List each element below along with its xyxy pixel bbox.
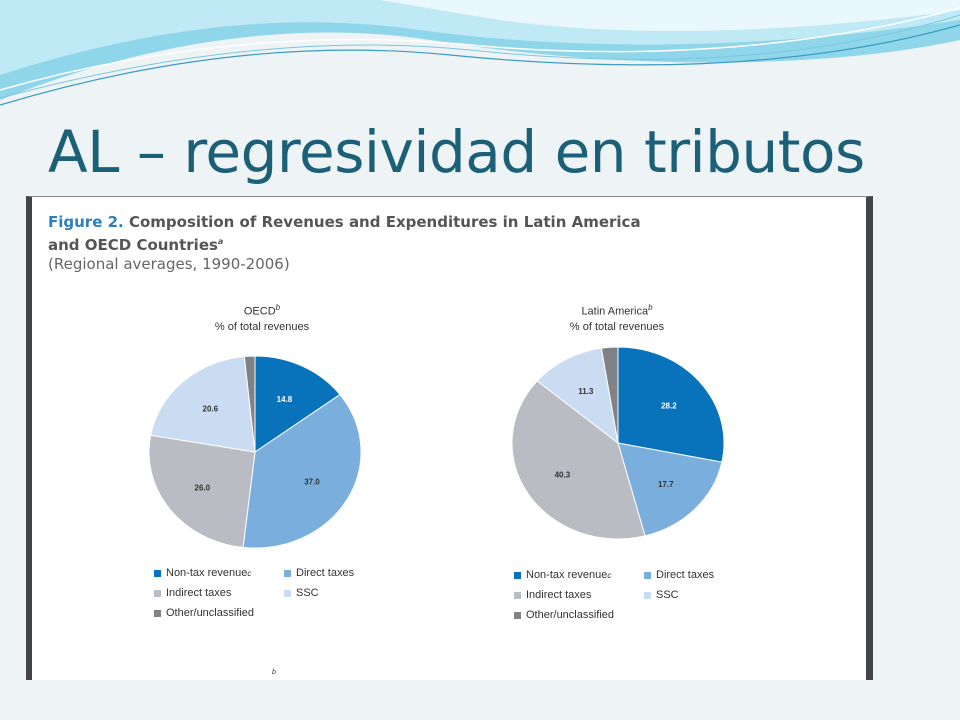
legend-label: Other/unclassified bbox=[166, 607, 255, 619]
legend-label: Indirect taxes bbox=[166, 587, 232, 599]
legend-label: Non-tax revenue bbox=[166, 567, 248, 579]
pie-slice-other-unclassified bbox=[600, 346, 619, 444]
pie-latam-title: Latin America bbox=[581, 305, 649, 318]
legend-item: Non-tax revenue c bbox=[514, 569, 611, 581]
figure-title: Composition of Revenues and Expenditures… bbox=[123, 213, 641, 231]
pie-slice-indirect-taxes bbox=[511, 380, 646, 540]
figure-title-line1: Figure 2. Composition of Revenues and Ex… bbox=[48, 213, 641, 232]
legend-swatch bbox=[644, 571, 651, 579]
pie-slice-ssc bbox=[150, 355, 256, 453]
legend-swatch bbox=[514, 571, 521, 579]
slice-data-label: 17.7 bbox=[658, 480, 674, 489]
pie-slice-direct-taxes bbox=[617, 442, 723, 537]
legend-item: SSC bbox=[644, 589, 679, 601]
legend-footnote: c bbox=[247, 568, 252, 578]
legend-item: Indirect taxes bbox=[514, 589, 591, 601]
slice-data-label: 11.3 bbox=[578, 387, 594, 396]
legend-swatch bbox=[154, 569, 161, 577]
pie-slice-other-unclassified bbox=[243, 355, 256, 453]
slice-data-label: 40.3 bbox=[555, 471, 571, 480]
slice-data-label: 37.0 bbox=[304, 478, 320, 487]
pie-latam-subtitle: % of total revenues bbox=[569, 320, 665, 333]
legend-label: Direct taxes bbox=[656, 569, 715, 581]
figure-title-footnote: a bbox=[217, 237, 224, 246]
figure-title-cont: and OECD Countries bbox=[48, 236, 218, 254]
legend-item: Direct taxes bbox=[284, 567, 354, 579]
slice-data-label: 20.6 bbox=[203, 404, 219, 413]
slice-data-label: 14.8 bbox=[277, 395, 293, 404]
figure-title-line2: and OECD Countriesa bbox=[48, 232, 641, 255]
pie-oecd-subtitle: % of total revenues bbox=[214, 320, 310, 333]
slide-title: AL – regresividad en tributos bbox=[48, 118, 865, 186]
legend-swatch bbox=[644, 591, 651, 599]
legend-swatch bbox=[514, 591, 521, 599]
figure-header: Figure 2. Composition of Revenues and Ex… bbox=[48, 213, 641, 274]
legend-label: Non-tax revenue bbox=[526, 569, 608, 581]
legend-swatch bbox=[154, 589, 161, 597]
pie-slice-direct-taxes bbox=[242, 393, 362, 549]
legend-label: Indirect taxes bbox=[526, 589, 592, 601]
legend-oecd: Non-tax revenue c Direct taxes Indirect tax… bbox=[154, 567, 394, 627]
figure-number: Figure 2. bbox=[48, 213, 124, 231]
pie-slice-non-tax-revenue bbox=[617, 346, 725, 463]
legend-swatch bbox=[284, 569, 291, 577]
footnote-mark: b bbox=[272, 669, 276, 676]
legend-label: SSC bbox=[656, 589, 679, 601]
pie-chart-latin-america: 28.2 17.7 40.3 11.3 bbox=[511, 346, 725, 540]
legend-label: SSC bbox=[296, 587, 319, 599]
legend-item: Direct taxes bbox=[644, 569, 714, 581]
legend-latin-america: Non-tax revenue c Direct taxes Indirect tax… bbox=[514, 569, 754, 629]
pie-slice-indirect-taxes bbox=[148, 434, 256, 548]
figure-subtitle: (Regional averages, 1990-2006) bbox=[48, 255, 290, 273]
pie-slice-ssc bbox=[536, 347, 619, 445]
pie-oecd-title-sup: b bbox=[275, 303, 281, 312]
legend-item: Non-tax revenue c bbox=[154, 567, 251, 579]
legend-item: SSC bbox=[284, 587, 319, 599]
legend-swatch bbox=[284, 589, 291, 597]
legend-label: Other/unclassified bbox=[526, 609, 615, 621]
legend-label: Direct taxes bbox=[296, 567, 355, 579]
legend-item: Other/unclassified bbox=[514, 609, 614, 621]
legend-item: Other/unclassified bbox=[154, 607, 254, 619]
figure-image: Figure 2. Composition of Revenues and Ex… bbox=[26, 196, 873, 680]
pie-oecd-caption: OECDb % of total revenues bbox=[192, 300, 332, 335]
legend-swatch bbox=[514, 611, 521, 619]
pie-chart-oecd: 14.8 37.0 26.0 20.6 bbox=[148, 355, 362, 549]
pie-oecd-title: OECD bbox=[243, 305, 276, 318]
slice-data-label: 26.0 bbox=[195, 484, 211, 493]
pie-latam-title-sup: b bbox=[648, 303, 653, 312]
pie-slice-non-tax-revenue bbox=[254, 355, 341, 453]
legend-item: Indirect taxes bbox=[154, 587, 231, 599]
pie-latam-caption: Latin Americab % of total revenues bbox=[547, 300, 687, 335]
legend-swatch bbox=[154, 609, 161, 617]
slice-data-label: 28.2 bbox=[661, 401, 677, 410]
legend-footnote: c bbox=[607, 570, 612, 580]
